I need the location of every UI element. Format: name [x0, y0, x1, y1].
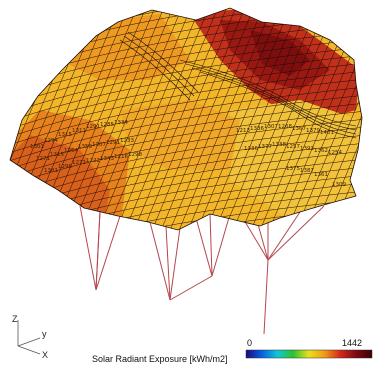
cell-value: 1311: [72, 128, 86, 134]
support-struts: [79, 199, 325, 335]
legend-title: Solar Radiant Exposure [kWh/m2]: [92, 354, 228, 364]
cell-value: 1343: [100, 156, 114, 162]
cell-value: 1359: [78, 144, 92, 150]
cell-value: 1367: [292, 126, 306, 132]
axis-x-label: X: [42, 350, 48, 360]
cell-value: 1387: [300, 168, 314, 174]
cell-value: 1213: [236, 128, 250, 134]
legend-gradient: [245, 349, 373, 359]
axis-y-label: y: [42, 329, 47, 339]
cell-value: 1291: [86, 124, 100, 130]
cell-value: 1361: [314, 172, 328, 178]
cell-value: 1309: [332, 182, 346, 188]
axis-triad: [17, 320, 41, 355]
cell-value: 1401: [320, 130, 334, 136]
cell-value: 1285: [100, 122, 114, 128]
axis-z-label: Z: [12, 314, 18, 324]
legend-min-label: 0: [247, 338, 252, 348]
cell-value: 1254: [328, 150, 342, 156]
cell-value: 1393: [300, 146, 314, 152]
cell-value: 1298: [128, 152, 142, 158]
cell-value: 1307: [264, 124, 278, 130]
cell-value: 1315: [50, 152, 64, 158]
cell-value: 1271: [36, 156, 50, 162]
cell-value: 1268: [278, 124, 292, 130]
cell-value: 1233: [120, 138, 134, 144]
cell-value: 1307: [92, 142, 106, 148]
cell-value: 1222: [86, 158, 100, 164]
cell-value: 1377: [258, 144, 272, 150]
cell-value: 1301: [30, 144, 44, 150]
cell-value: 1334: [114, 120, 128, 126]
cell-value: 1298: [58, 164, 72, 170]
cell-value: 1336: [244, 146, 258, 152]
cell-value: 1375: [286, 166, 300, 172]
cell-value: 1336: [250, 126, 264, 132]
cell-value: 1294: [44, 138, 58, 144]
cell-value: 1257: [286, 144, 300, 150]
legend-max-label: 1442: [342, 338, 362, 348]
cell-value: 1264: [64, 148, 78, 154]
cell-value: 1338: [272, 142, 286, 148]
cell-value: 1315: [58, 132, 72, 138]
cell-value: 1362: [314, 148, 328, 154]
cell-value: 1291: [106, 140, 120, 146]
cell-value: 1271: [72, 160, 86, 166]
legend: 0 1442 Solar Radiant Exposure [kWh/m2]: [92, 338, 373, 364]
cell-value: 1379: [306, 128, 320, 134]
legend-colorbar: [245, 349, 373, 359]
cell-value: 1216: [114, 154, 128, 160]
cell-value: 1381: [44, 168, 58, 174]
